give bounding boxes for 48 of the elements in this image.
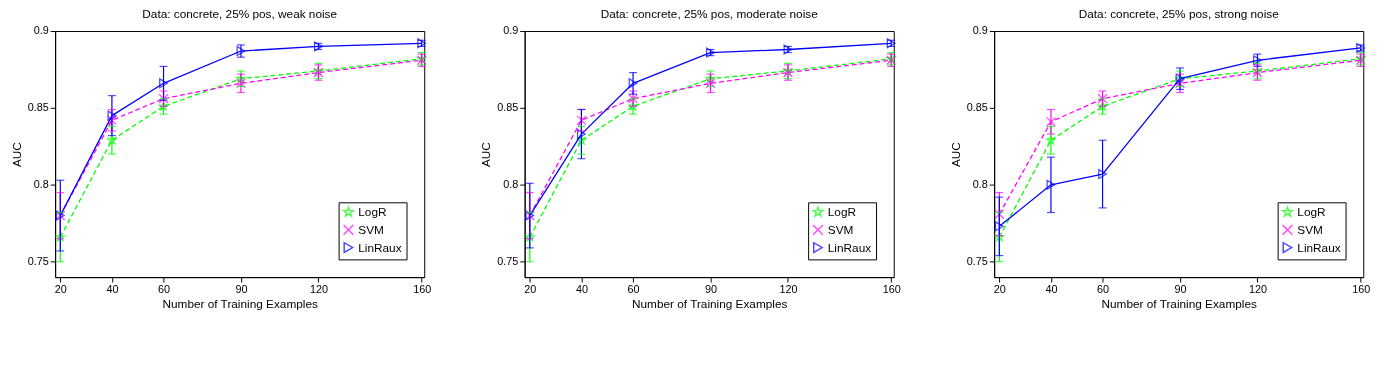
x-axis-title: Number of Training Examples <box>162 297 318 312</box>
x-tick-label: 120 <box>309 283 328 296</box>
chart-title: Data: concrete, 25% pos, strong noise <box>1078 7 1280 22</box>
y-tick-label: 0.85 <box>966 101 988 114</box>
y-tick-label: 0.9 <box>503 24 519 37</box>
x-tick-label: 40 <box>1045 283 1058 296</box>
y-tick-label: 0.85 <box>27 101 49 114</box>
x-tick-label: 120 <box>1248 283 1267 296</box>
y-tick-label: 0.85 <box>497 101 519 114</box>
x-tick-label: 90 <box>704 283 717 296</box>
legend-label: LogR <box>1297 205 1326 220</box>
y-tick-label: 0.75 <box>966 255 988 268</box>
x-tick-label: 120 <box>779 283 798 296</box>
y-tick-label: 0.8 <box>503 178 519 191</box>
x-tick-label: 60 <box>627 283 640 296</box>
legend-label: LinRaux <box>1297 240 1341 255</box>
legend-label: SVM <box>827 222 854 237</box>
legend-label: SVM <box>1297 222 1323 237</box>
y-axis-title: AUC <box>948 141 963 168</box>
x-tick-label: 20 <box>54 283 67 296</box>
y-tick-label: 0.9 <box>33 24 49 37</box>
y-axis-title: AUC <box>479 141 494 168</box>
x-tick-label: 40 <box>106 283 119 296</box>
y-tick-label: 0.8 <box>33 178 49 191</box>
y-tick-label: 0.75 <box>27 255 49 268</box>
legend-label: LogR <box>827 205 857 220</box>
x-tick-label: 90 <box>1174 283 1187 296</box>
chart-title: Data: concrete, 25% pos, weak noise <box>142 7 338 22</box>
legend-label: LogR <box>358 205 387 220</box>
x-tick-label: 40 <box>575 283 588 296</box>
x-axis-title: Number of Training Examples <box>1101 297 1258 312</box>
legend-label: SVM <box>358 222 384 237</box>
chart-title: Data: concrete, 25% pos, moderate noise <box>600 7 819 22</box>
x-tick-label: 90 <box>235 283 248 296</box>
x-axis-title: Number of Training Examples <box>631 297 788 312</box>
y-tick-label: 0.75 <box>497 255 519 268</box>
x-tick-label: 160 <box>1352 283 1371 296</box>
x-tick-label: 20 <box>524 283 537 296</box>
legend-label: LinRaux <box>358 240 402 255</box>
legend-label: LinRaux <box>827 240 872 255</box>
x-tick-label: 160 <box>413 283 432 296</box>
x-tick-label: 60 <box>158 283 171 296</box>
y-tick-label: 0.8 <box>972 178 988 191</box>
x-tick-label: 20 <box>993 283 1006 296</box>
x-tick-label: 60 <box>1097 283 1110 296</box>
y-axis-title: AUC <box>9 141 24 168</box>
y-tick-label: 0.9 <box>972 24 988 37</box>
x-tick-label: 160 <box>882 283 901 296</box>
